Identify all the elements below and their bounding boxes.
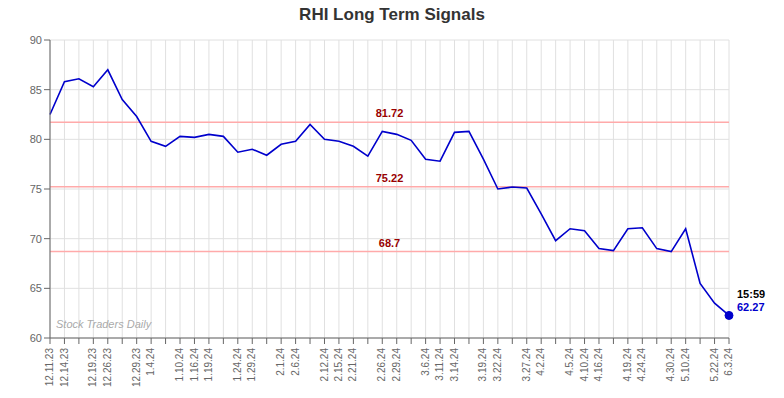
svg-text:4.10.24: 4.10.24 [579,348,590,382]
svg-text:62.27: 62.27 [737,301,765,313]
svg-text:80: 80 [30,133,42,145]
svg-text:2.21.24: 2.21.24 [347,348,358,382]
svg-text:2.26.24: 2.26.24 [376,348,387,382]
svg-text:70: 70 [30,233,42,245]
html-text:Stock Traders Daily: Stock Traders Daily [56,318,152,330]
svg-text:90: 90 [30,34,42,46]
svg-text:3.14.24: 3.14.24 [449,348,460,382]
svg-text:1.10.24: 1.10.24 [174,348,185,382]
svg-text:81.72: 81.72 [376,107,404,119]
svg-text:75.22: 75.22 [376,172,404,184]
svg-text:2.15.24: 2.15.24 [333,348,344,382]
svg-text:5.22.24: 5.22.24 [709,348,720,382]
svg-text:3.19.24: 3.19.24 [478,348,489,382]
svg-text:12.26.23: 12.26.23 [102,348,113,387]
svg-text:3.27.24: 3.27.24 [521,348,532,382]
html-text:RHI Long Term Signals: RHI Long Term Signals [299,5,485,24]
svg-text:3.22.24: 3.22.24 [492,348,503,382]
svg-text:1.24.24: 1.24.24 [232,348,243,382]
svg-text:3.11.24: 3.11.24 [434,348,445,381]
svg-text:2.12.24: 2.12.24 [319,348,330,382]
svg-text:85: 85 [30,84,42,96]
svg-text:3.6.24: 3.6.24 [420,348,431,376]
svg-text:2.29.24: 2.29.24 [391,348,402,382]
svg-text:5.10.24: 5.10.24 [680,348,691,382]
svg-text:12.19.23: 12.19.23 [87,348,98,387]
svg-text:1.29.24: 1.29.24 [246,348,257,382]
svg-text:65: 65 [30,282,42,294]
svg-text:4.5.24: 4.5.24 [564,348,575,376]
svg-text:75: 75 [30,183,42,195]
svg-text:4.30.24: 4.30.24 [665,348,676,382]
svg-text:6.3.24: 6.3.24 [723,348,734,376]
svg-text:2.1.24: 2.1.24 [275,348,286,376]
svg-text:12.11.23: 12.11.23 [44,348,55,387]
svg-text:68.7: 68.7 [379,237,400,249]
svg-text:4.16.24: 4.16.24 [593,348,604,382]
svg-text:4.2.24: 4.2.24 [535,348,546,376]
svg-text:60: 60 [30,332,42,344]
svg-text:1.19.24: 1.19.24 [203,348,214,382]
svg-text:4.24.24: 4.24.24 [636,348,647,382]
svg-text:12.29.23: 12.29.23 [131,348,142,387]
svg-text:12.14.23: 12.14.23 [59,348,70,387]
svg-text:1.4.24: 1.4.24 [145,348,156,376]
svg-text:1.16.24: 1.16.24 [189,348,200,382]
svg-text:4.19.24: 4.19.24 [622,348,633,382]
svg-text:15:59: 15:59 [737,288,765,300]
svg-text:2.6.24: 2.6.24 [290,348,301,376]
